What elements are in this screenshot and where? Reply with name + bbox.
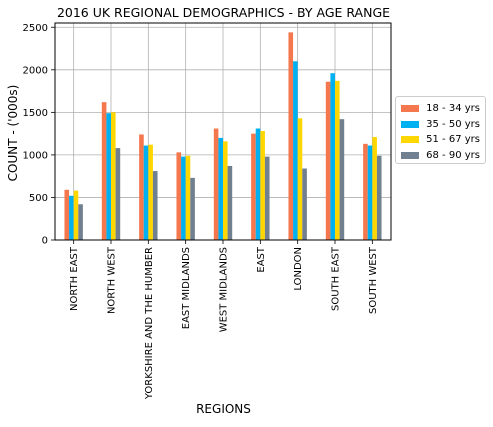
bar: [293, 61, 298, 241]
bar: [288, 32, 294, 241]
x-tick-label: WEST MIDLANDS: [219, 247, 230, 332]
legend-item: 18 - 34 yrs: [401, 101, 480, 117]
legend-label: 18 - 34 yrs: [426, 103, 480, 115]
bar: [363, 143, 368, 240]
y-tick-label: 0: [42, 236, 48, 247]
y-axis-ticks: 0 500 1000 1500 2000 2500: [23, 23, 55, 247]
bar: [251, 133, 256, 240]
bar: [73, 190, 79, 240]
bar: [106, 113, 111, 240]
bar: [376, 155, 382, 240]
bar: [78, 204, 83, 240]
bar: [148, 144, 153, 240]
bar: [111, 112, 116, 240]
bar: [335, 80, 340, 240]
bar: [325, 81, 331, 240]
bar: [69, 195, 74, 240]
x-axis-ticks: NORTH EAST NORTH WEST YORKSHIRE AND THE HU…: [69, 240, 379, 400]
y-tick-label: 1000: [23, 150, 48, 161]
y-tick-label: 2000: [23, 65, 48, 76]
legend-item: 68 - 90 yrs: [401, 148, 480, 164]
bar: [190, 177, 195, 240]
x-tick-label: SOUTH WEST: [368, 246, 379, 314]
bar: [302, 168, 307, 240]
bar: [260, 131, 265, 240]
x-tick-label: YORKSHIRE AND THE HUMBER: [144, 247, 155, 400]
legend-item: 51 - 67 yrs: [401, 132, 480, 148]
bar: [372, 137, 377, 240]
bar: [139, 134, 144, 240]
legend-swatch: [401, 105, 420, 113]
legend-label: 51 - 67 yrs: [426, 134, 480, 146]
x-tick-label: NORTH EAST: [69, 246, 80, 311]
bar: [297, 118, 303, 240]
y-axis-label: COUNT - ('000s): [6, 85, 20, 182]
legend-item: 35 - 50 yrs: [401, 117, 480, 133]
legend: 18 - 34 yrs 35 - 50 yrs 51 - 67 yrs 68 - 90…: [395, 96, 486, 164]
bar: [218, 137, 223, 240]
bar: [152, 171, 158, 240]
y-tick-label: 2500: [23, 23, 48, 34]
bar: [176, 152, 182, 240]
chart-title: 2016 UK REGIONAL DEMOGRAPHICS - BY AGE R…: [57, 5, 390, 20]
x-tick-label: NORTH WEST: [107, 246, 118, 314]
legend-swatch: [401, 151, 420, 159]
bar: [64, 189, 70, 240]
x-tick-label: SOUTH EAST: [331, 246, 342, 311]
bar: [264, 156, 270, 240]
x-tick-label: EAST: [256, 246, 267, 273]
bar: [181, 156, 186, 240]
bar: [115, 148, 121, 240]
legend-swatch: [401, 120, 420, 128]
bar: [330, 73, 335, 240]
legend-label: 35 - 50 yrs: [426, 118, 480, 130]
legend-label: 68 - 90 yrs: [426, 149, 480, 161]
y-tick-label: 1500: [23, 108, 48, 119]
bar: [255, 128, 261, 240]
bar: [185, 155, 191, 240]
bar: [223, 141, 228, 240]
y-tick-label: 500: [29, 193, 48, 204]
bars: [64, 32, 382, 241]
bar: [213, 128, 219, 240]
bar: [367, 145, 373, 240]
bar: [227, 165, 233, 240]
x-axis-label: REGIONS: [196, 402, 251, 416]
bar: [101, 102, 107, 240]
x-tick-label: EAST MIDLANDS: [181, 247, 192, 329]
x-tick-label: LONDON: [293, 247, 304, 291]
bar: [143, 145, 149, 240]
legend-swatch: [401, 136, 420, 144]
bar: [339, 119, 345, 240]
